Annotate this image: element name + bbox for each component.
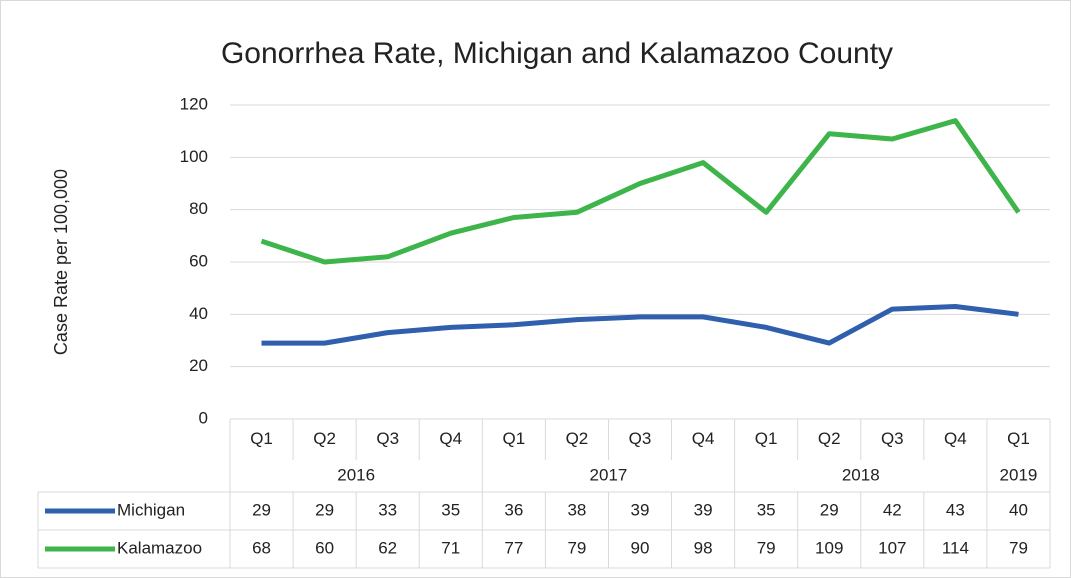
x-tick-label: Q1 <box>755 429 778 448</box>
table-value: 79 <box>1009 538 1028 557</box>
y-tick-label: 0 <box>199 408 208 427</box>
x-tick-label: Q1 <box>1007 429 1030 448</box>
x-group-label: 2019 <box>1000 465 1038 484</box>
table-value: 36 <box>504 500 523 519</box>
table-value: 109 <box>815 538 843 557</box>
table-value: 35 <box>441 500 460 519</box>
table-value: 107 <box>878 538 906 557</box>
x-tick-label: Q2 <box>818 429 841 448</box>
x-tick-label: Q2 <box>313 429 336 448</box>
table-value: 114 <box>942 538 969 557</box>
table-value: 77 <box>504 538 523 557</box>
legend-label: Michigan <box>117 500 185 519</box>
y-tick-label: 120 <box>180 94 208 113</box>
x-tick-label: Q4 <box>692 429 715 448</box>
x-tick-label: Q2 <box>566 429 589 448</box>
table-value: 33 <box>378 500 397 519</box>
table-value: 68 <box>252 538 271 557</box>
table-value: 42 <box>883 500 902 519</box>
table-value: 39 <box>631 500 650 519</box>
table-value: 90 <box>631 538 650 557</box>
series-line <box>260 118 1021 265</box>
y-tick-label: 40 <box>189 304 208 323</box>
table-value: 71 <box>441 538 460 557</box>
table-value: 79 <box>757 538 776 557</box>
legend-label: Kalamazoo <box>117 538 202 557</box>
x-tick-label: Q1 <box>250 429 273 448</box>
table-value: 60 <box>315 538 334 557</box>
series-line <box>261 304 1019 346</box>
y-tick-label: 80 <box>189 199 208 218</box>
table-value: 98 <box>694 538 713 557</box>
y-tick-label: 60 <box>189 251 208 270</box>
x-tick-label: Q4 <box>944 429 967 448</box>
x-tick-label: Q3 <box>629 429 652 448</box>
table-value: 35 <box>757 500 776 519</box>
x-group-label: 2017 <box>590 465 628 484</box>
table-value: 38 <box>567 500 586 519</box>
y-axis-label: Case Rate per 100,000 <box>51 169 71 355</box>
table-value: 29 <box>820 500 839 519</box>
table-value: 62 <box>378 538 397 557</box>
table-value: 40 <box>1009 500 1028 519</box>
table-value: 43 <box>946 500 965 519</box>
y-tick-label: 20 <box>189 356 208 375</box>
table-value: 29 <box>315 500 334 519</box>
x-group-label: 2016 <box>337 465 375 484</box>
table-value: 79 <box>567 538 586 557</box>
x-tick-label: Q3 <box>881 429 904 448</box>
y-tick-label: 100 <box>180 147 208 166</box>
x-tick-label: Q4 <box>439 429 462 448</box>
table-value: 39 <box>694 500 713 519</box>
table-value: 29 <box>252 500 271 519</box>
x-tick-label: Q3 <box>376 429 399 448</box>
x-tick-label: Q1 <box>503 429 526 448</box>
chart-title: Gonorrhea Rate, Michigan and Kalamazoo C… <box>221 37 893 70</box>
x-group-label: 2018 <box>842 465 880 484</box>
